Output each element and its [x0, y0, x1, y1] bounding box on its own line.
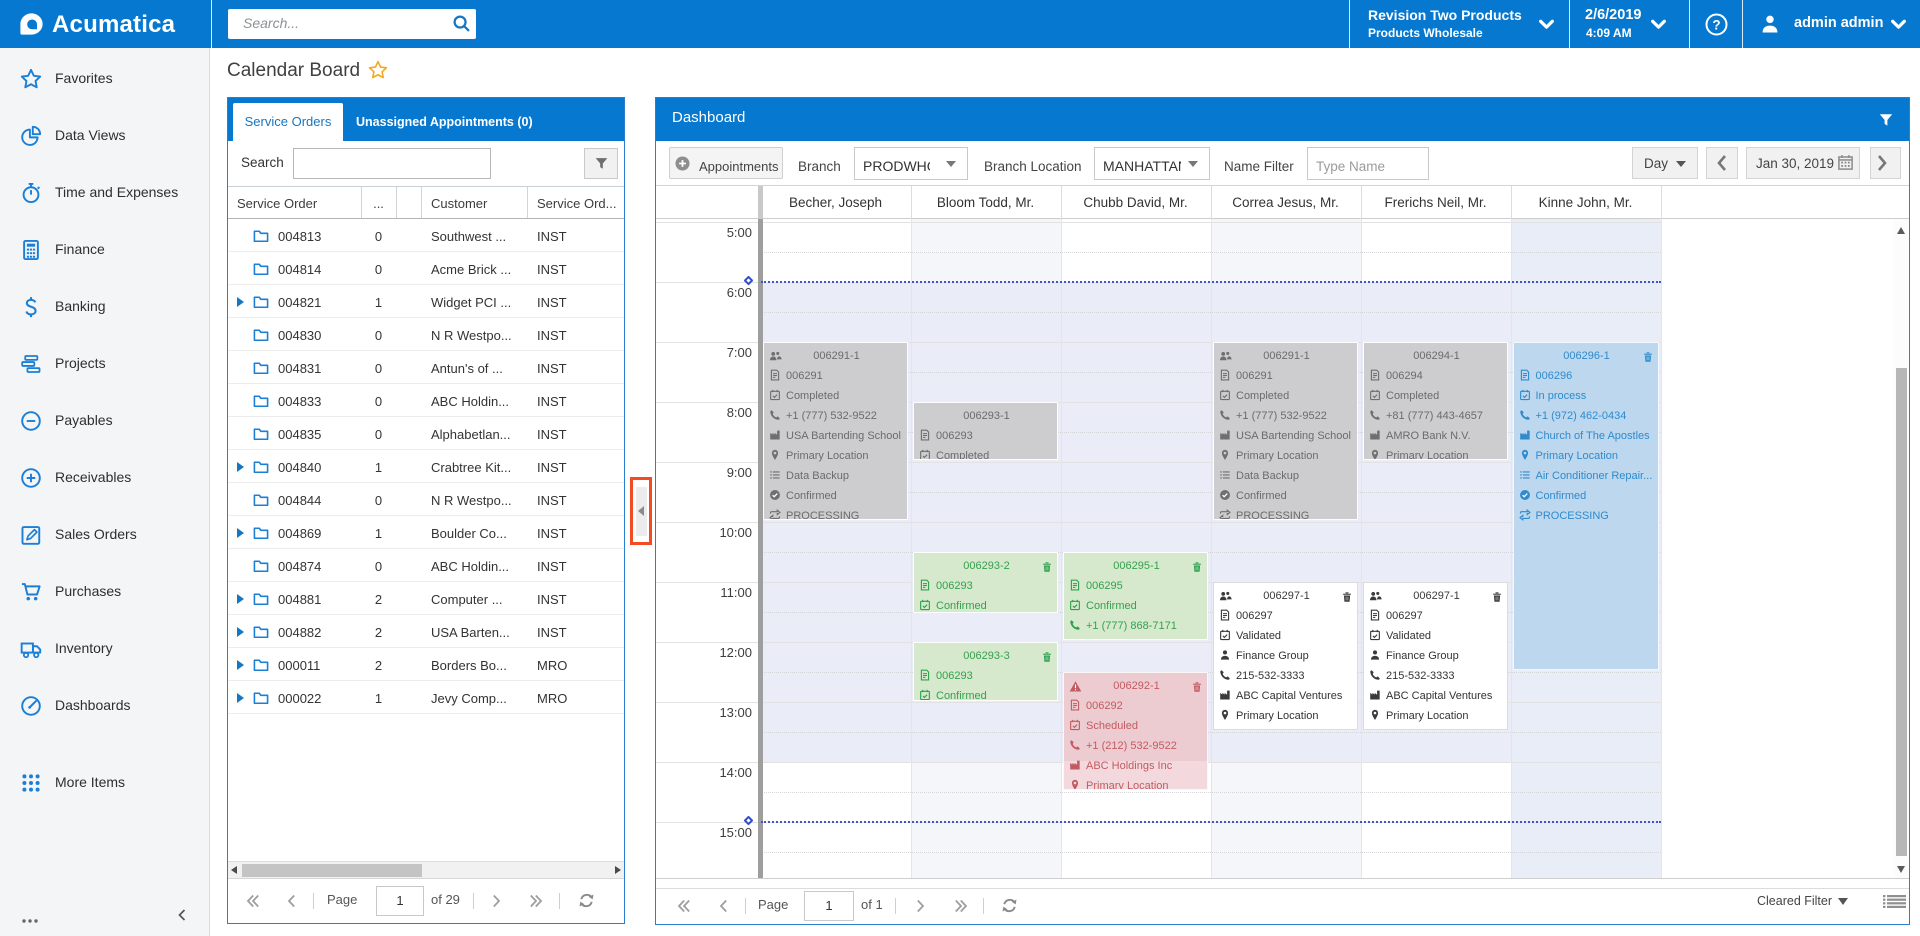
svg-text:?: ?: [1712, 17, 1720, 32]
